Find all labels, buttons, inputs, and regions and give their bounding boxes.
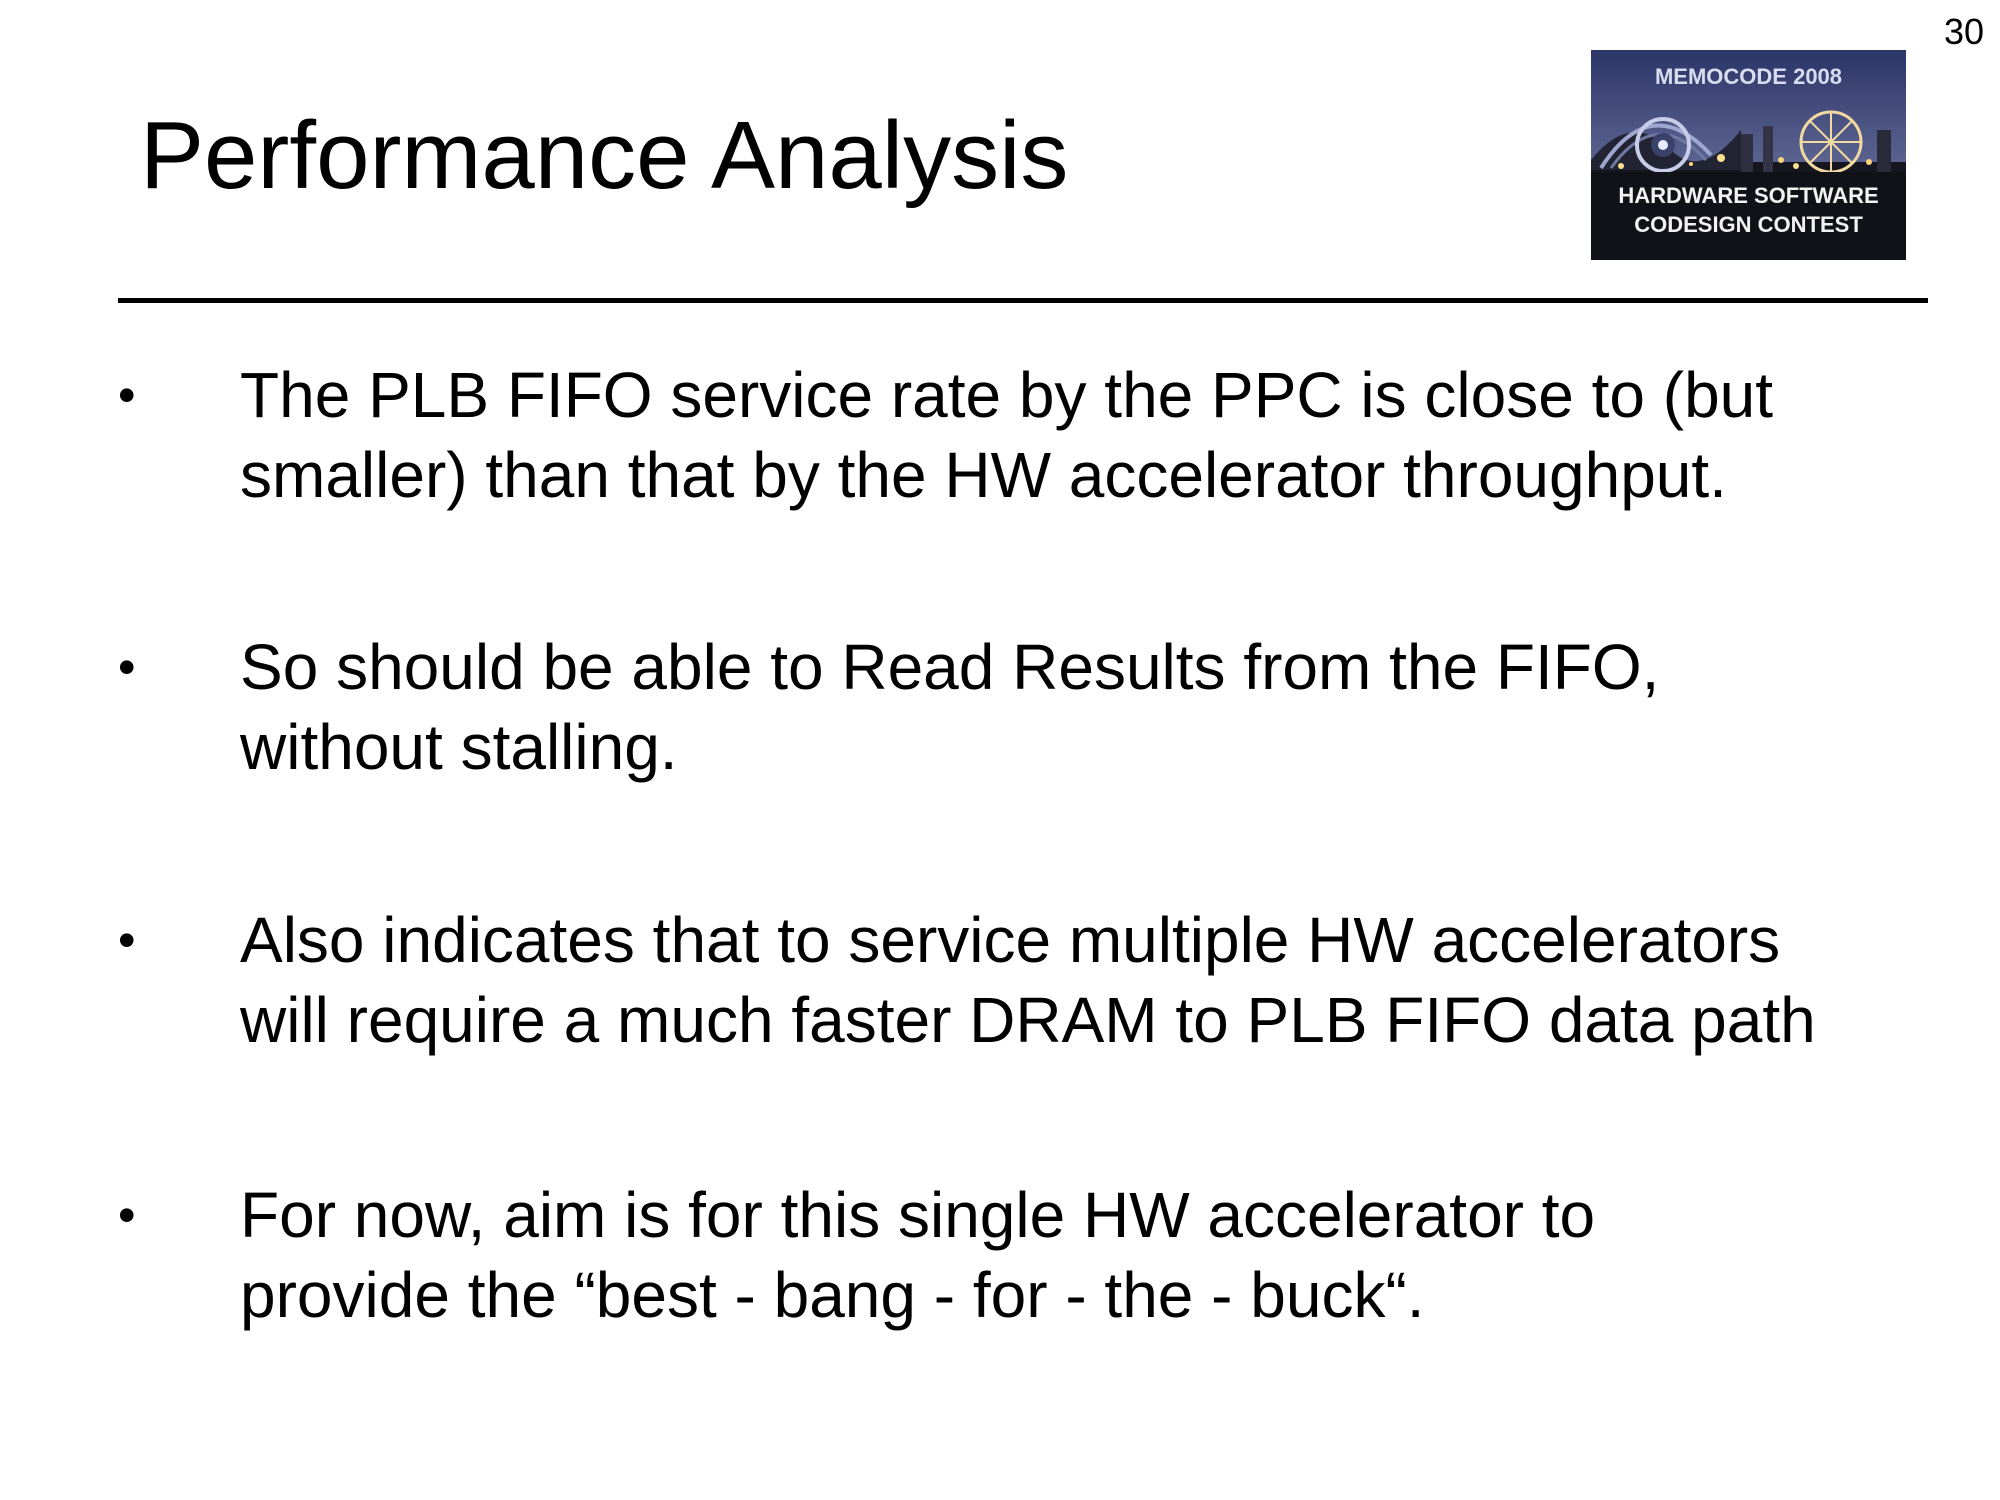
bullet-text: Also indicates that to service multiple … — [240, 900, 1920, 1060]
bullet-line: provide the “best - bang - for - the - b… — [240, 1259, 1425, 1331]
bullet-dot: • — [118, 1187, 136, 1243]
bullet-line: The PLB FIFO service rate by the PPC is … — [240, 359, 1774, 431]
bullet-line: Also indicates that to service multiple … — [240, 904, 1781, 976]
bullet-line: So should be able to Read Results from t… — [240, 631, 1660, 703]
logo-night-scene-image — [1591, 50, 1906, 260]
bullet-text: The PLB FIFO service rate by the PPC is … — [240, 355, 1920, 515]
bullet-text: So should be able to Read Results from t… — [240, 627, 1920, 787]
bullet-dot: • — [118, 912, 136, 968]
logo-bottom-line-1: HARDWARE SOFTWARE — [1618, 183, 1879, 208]
logo-bottom-line-2: CODESIGN CONTEST — [1634, 212, 1863, 237]
bullet-dot: • — [118, 639, 136, 695]
bullet-line: For now, aim is for this single HW accel… — [240, 1179, 1596, 1251]
bullet-line: will require a much faster DRAM to PLB F… — [240, 984, 1816, 1056]
memocode-logo: MEMOCODE 2008 HARDWARE SOFTWARE CODESIGN… — [1591, 50, 1906, 260]
title-divider — [118, 298, 1928, 303]
page-number: 30 — [1943, 11, 1984, 52]
bullet-line: smaller) than that by the HW accelerator… — [240, 439, 1727, 511]
bullet-text: For now, aim is for this single HW accel… — [240, 1175, 1920, 1335]
logo-top-text: MEMOCODE 2008 — [1654, 64, 1843, 89]
logo-bottom-text: HARDWARE SOFTWARE CODESIGN CONTEST — [1591, 181, 1906, 239]
bullet-dot: • — [118, 367, 136, 423]
slide-title: Performance Analysis — [140, 102, 1069, 209]
bullet-line: without stalling. — [240, 711, 678, 783]
